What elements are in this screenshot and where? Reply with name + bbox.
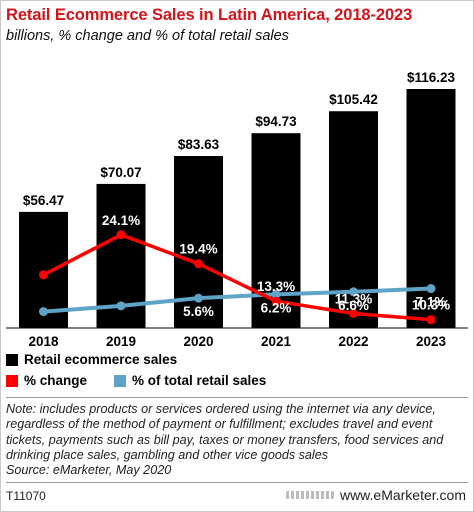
brand-url[interactable]: www.eMarketer.com <box>339 487 466 503</box>
change-line <box>42 233 432 322</box>
bar-value-label: $56.47 <box>23 193 64 208</box>
share-point <box>349 287 358 297</box>
x-tick-label: 2023 <box>416 334 447 349</box>
chart-subtitle: billions, % change and % of total retail… <box>6 28 289 44</box>
share-line <box>43 286 432 314</box>
bar-value-label: $94.73 <box>255 114 297 129</box>
change-point <box>426 315 436 325</box>
bar-value-label: $83.63 <box>178 137 220 152</box>
legend-label-share: % of total retail sales <box>132 373 267 388</box>
source-text: Source: eMarketer, May 2020 <box>6 463 172 478</box>
legend-swatch-share <box>114 374 126 387</box>
brand-logo[interactable]: www.eMarketer.com <box>285 487 466 503</box>
change-point <box>194 259 203 269</box>
footer-divider <box>6 482 468 483</box>
legend-swatch-bar <box>6 353 18 366</box>
share-value-label: 5.6% <box>183 304 214 319</box>
change-value-label: 19.4% <box>179 242 217 257</box>
chart-title: Retail Ecommerce Sales in Latin America,… <box>6 6 413 24</box>
legend-label-ecommerce-sales: Retail ecommerce sales <box>24 352 178 367</box>
x-tick-label: 2022 <box>338 334 368 349</box>
brand-dots-icon <box>285 491 334 499</box>
x-tick-label: 2018 <box>28 334 59 349</box>
share-value-label: 7.1% <box>416 295 447 310</box>
bar-value-label: $70.07 <box>100 165 141 180</box>
bar-value-label: $105.42 <box>329 92 378 107</box>
share-point <box>426 284 436 294</box>
share-point <box>39 307 48 317</box>
share-value-label: 4.4% <box>106 284 137 299</box>
legend-item-change: % change <box>6 373 87 388</box>
x-tick-label: 2020 <box>183 334 213 349</box>
share-value-label: 3.5% <box>28 290 59 305</box>
x-tick-label: 2021 <box>261 334 292 349</box>
chart-id: T11070 <box>6 489 46 503</box>
change-value-label: 24.1% <box>102 213 140 228</box>
share-value-label: 6.6% <box>338 298 369 313</box>
legend-label-change: % change <box>24 373 88 388</box>
bar-value-label: $116.23 <box>407 70 456 85</box>
chart-plot: $56.47 $70.07 $83.63 $94.73 $105.42 $116.23 3.… <box>6 70 468 349</box>
legend-item-share: % of total retail sales <box>114 373 266 388</box>
change-value-label: 17.6% <box>24 252 62 267</box>
legend-item-ecommerce-sales: Retail ecommerce sales <box>6 352 177 367</box>
change-value-label: 13.3% <box>257 279 295 294</box>
change-point <box>39 270 48 280</box>
note-text: Note: includes products or services orde… <box>6 402 444 462</box>
note-divider <box>6 397 468 398</box>
change-value-label: 10.3% <box>412 298 450 313</box>
share-point <box>271 289 281 299</box>
change-point <box>116 230 126 240</box>
share-point <box>116 301 126 311</box>
change-point <box>271 296 281 306</box>
change-value-label: 11.3% <box>335 292 373 307</box>
change-point <box>349 309 358 319</box>
legend-swatch-change <box>6 374 18 387</box>
x-tick-label: 2019 <box>106 334 136 349</box>
chart-note: Note: includes products or services orde… <box>6 402 470 478</box>
share-value-label: 6.2% <box>261 300 292 315</box>
share-point <box>194 293 203 303</box>
